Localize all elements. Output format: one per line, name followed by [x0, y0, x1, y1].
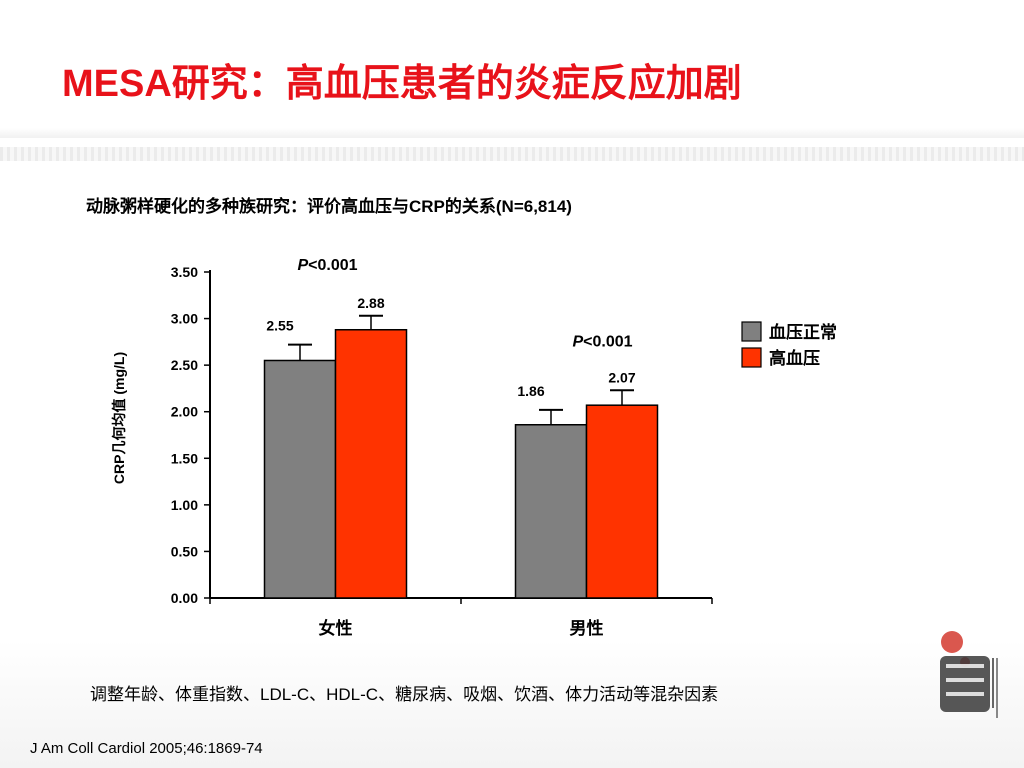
adjustment-footnote: 调整年龄、体重指数、LDL-C、HDL-C、糖尿病、吸烟、饮酒、体力活动等混杂因…: [90, 685, 719, 704]
data-label: 2.88: [357, 295, 384, 311]
chart-subtitle: 动脉粥样硬化的多种族研究：评价高血压与CRP的关系(N=6,814): [86, 197, 572, 216]
x-tick-label: 男性: [570, 618, 604, 638]
citation: J Am Coll Cardiol 2005;46:1869-74: [30, 740, 263, 757]
legend-label: 高血压: [769, 348, 820, 368]
p-value-label: P<0.001: [297, 257, 357, 274]
y-tick-label: 1.00: [171, 497, 198, 513]
y-tick-label: 3.00: [171, 311, 198, 327]
y-tick-label: 0.00: [171, 590, 198, 606]
bar-hypertensive: [585, 404, 659, 599]
header-divider: [0, 147, 1024, 161]
legend-label: 血压正常: [769, 322, 837, 342]
p-value-label: P<0.001: [572, 333, 632, 350]
y-tick-label: 1.50: [171, 450, 198, 466]
data-label: 1.86: [517, 383, 544, 399]
p-value: <0.001: [308, 257, 357, 274]
y-axis-label: CRP几何均值 (mg/L): [111, 352, 127, 484]
bar-hypertensive: [334, 328, 408, 599]
bar-normotensive: [514, 424, 588, 599]
p-symbol: P: [572, 333, 583, 350]
plot-area: 0.00 0.50 1.00 1.50 2.00 2.50 3.00 3.50 2.55 2.88…: [171, 257, 837, 638]
p-value: <0.001: [583, 333, 632, 350]
y-tick-label: 2.50: [171, 357, 198, 373]
y-tick-label: 0.50: [171, 543, 198, 559]
legend-swatch: [741, 347, 762, 368]
brand-logo: [940, 631, 998, 718]
background-wash: [0, 640, 1024, 768]
y-tick-label: 2.00: [171, 404, 198, 420]
p-symbol: P: [297, 257, 308, 274]
legend-swatch: [741, 321, 762, 342]
bar-normotensive: [263, 359, 337, 599]
data-label: 2.07: [608, 369, 635, 385]
slide-title: MESA研究：高血压患者的炎症反应加剧: [62, 63, 742, 105]
y-tick-label: 3.50: [171, 264, 198, 280]
x-tick-label: 女性: [319, 618, 353, 638]
data-label: 2.55: [266, 318, 293, 334]
header-shadow: [0, 128, 1024, 138]
